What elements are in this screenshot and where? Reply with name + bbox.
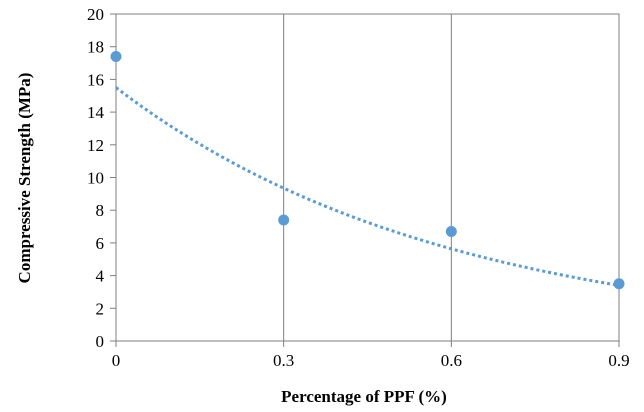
x-tick-labels: 0 0.3 0.6 0.9	[112, 351, 630, 370]
data-point	[278, 214, 290, 226]
x-tick-label: 0	[112, 351, 121, 370]
trendline-group	[115, 86, 620, 287]
y-tick-label: 2	[96, 299, 105, 318]
y-axis-title: Compressive Strength (MPa)	[15, 73, 34, 284]
data-points	[110, 51, 625, 290]
data-point	[613, 278, 625, 290]
data-point	[445, 225, 457, 237]
x-tick-label: 0.6	[441, 351, 462, 370]
y-tick-labels: 0 2 4 6 8 10 12 14 16 18 20	[87, 5, 105, 351]
exponential-trendline	[115, 86, 620, 287]
y-tick-label: 0	[96, 332, 105, 351]
y-tick-label: 16	[87, 70, 104, 89]
y-tick-label: 20	[87, 5, 104, 24]
y-tick-label: 8	[96, 201, 105, 220]
y-tick-label: 12	[87, 136, 104, 155]
x-axis-title: Percentage of PPF (%)	[281, 387, 447, 406]
plot-area-border	[115, 13, 620, 342]
x-tick-label: 0.9	[608, 351, 629, 370]
gridlines	[110, 13, 620, 347]
y-tick-label: 6	[96, 234, 105, 253]
y-tick-label: 14	[87, 103, 105, 122]
x-tick-label: 0.3	[273, 351, 294, 370]
data-point	[110, 51, 122, 63]
y-tick-label: 18	[87, 38, 104, 57]
y-tick-label: 10	[87, 169, 104, 188]
y-tick-label: 4	[96, 267, 105, 286]
